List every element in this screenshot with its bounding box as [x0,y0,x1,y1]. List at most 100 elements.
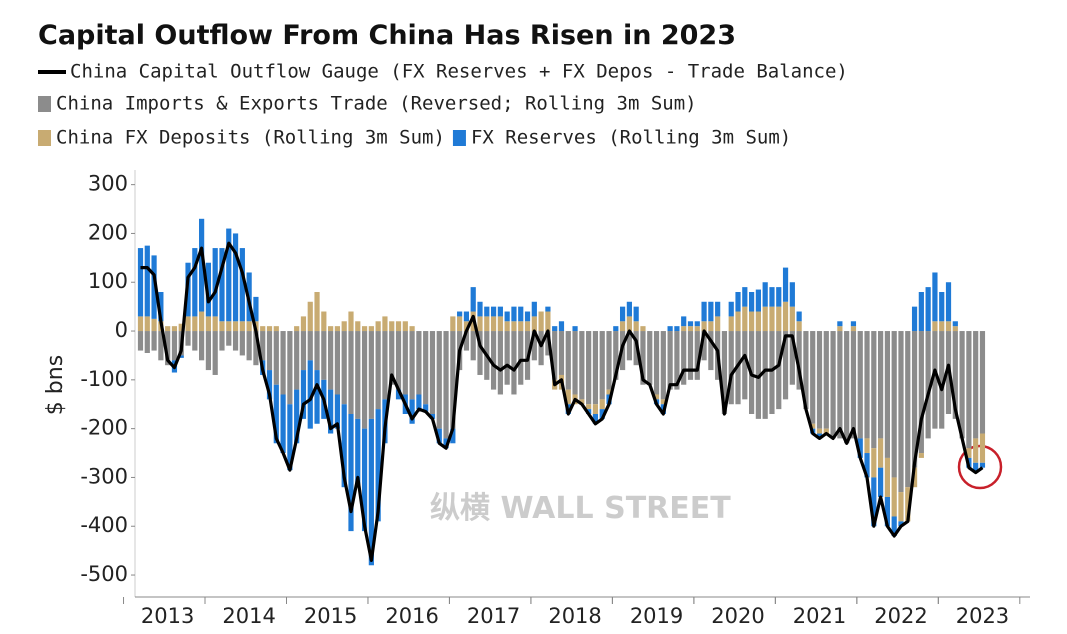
x-tick-label: 2015 [304,604,357,628]
y-tick-label: -100 [80,367,128,391]
x-tick-label: 2017 [467,604,520,628]
bar [626,316,632,332]
bar [884,496,890,527]
bar [905,331,911,488]
bar [653,331,660,395]
bar [823,428,829,434]
bar [762,282,768,307]
bar [429,331,436,414]
bar [891,516,897,536]
bar [348,414,354,532]
legend-swatch [38,130,51,146]
bar [382,331,388,400]
bar [619,321,626,332]
x-tick-label: 2019 [630,604,683,628]
bar [341,321,347,332]
bar [749,311,755,332]
bar [470,331,476,361]
bar [918,453,924,458]
bar [266,370,273,400]
bar [667,331,673,390]
x-tick-label: 2013 [141,604,194,628]
bar [294,389,300,444]
bar [789,306,795,332]
bar [361,326,368,332]
bar [545,306,551,312]
bar [321,311,327,332]
bar [450,316,456,332]
bar [952,331,958,419]
bar [165,326,171,332]
bar [341,404,347,488]
bar [538,331,544,366]
bar [565,389,571,405]
bar [511,321,517,332]
x-tick-label: 2022 [874,604,927,628]
bar [939,331,945,429]
bar [653,394,660,400]
y-tick-label: 200 [88,220,128,244]
bar [361,428,368,532]
bar [389,331,395,385]
bar [579,399,585,405]
bar [979,331,986,434]
bar [199,331,205,361]
bar [395,389,402,400]
bar [640,326,646,332]
bar [484,306,490,317]
bar [212,316,218,332]
bar [144,316,150,332]
bar [497,316,503,332]
bar [504,331,510,385]
legend-label: China Capital Outflow Gauge (FX Reserves… [70,61,848,83]
bar [728,331,734,405]
bar [348,311,354,332]
bar [728,316,734,332]
bar [681,316,687,327]
bar [171,326,178,332]
bar [511,306,517,322]
bar [518,321,524,332]
bar [450,331,456,429]
bar [687,331,694,380]
bar [151,318,157,332]
bar [681,331,687,385]
bar [368,418,374,566]
bar [266,331,273,371]
bar [144,245,150,317]
bar [151,255,157,319]
bar [742,331,748,400]
bar [592,331,599,405]
bar [416,331,422,395]
bar [504,311,510,322]
bar [694,331,700,380]
bar [260,326,266,332]
bar [878,331,884,439]
bar [219,321,225,332]
bar [565,331,571,390]
bar [857,331,863,439]
bar [158,292,164,322]
bar [633,321,639,332]
bar [423,331,429,405]
bar [891,477,897,517]
bar [694,326,700,332]
bar [490,306,497,317]
bar [226,331,232,346]
bar [436,428,442,444]
bar [307,331,313,361]
bar [837,331,843,439]
legend-label: China FX Deposits (Rolling 3m Sum) [56,127,445,149]
bar [606,331,612,390]
bar [810,423,816,429]
line [140,241,984,562]
bar [823,331,829,429]
bar [911,306,918,332]
bar [979,462,986,468]
bar [409,326,415,332]
bar [626,331,632,361]
bar [178,323,184,332]
bar [199,311,205,332]
bar [219,248,225,322]
